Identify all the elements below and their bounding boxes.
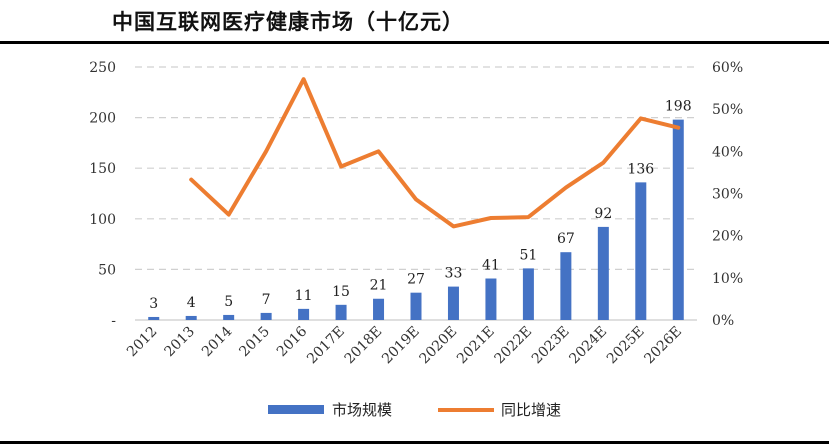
left-tick-label: 50	[98, 262, 116, 278]
data-label: 11	[295, 288, 313, 304]
x-tick-label: 2022E	[491, 324, 535, 368]
bar-series	[148, 119, 684, 321]
data-label: 27	[407, 272, 425, 288]
bar	[373, 298, 385, 320]
data-label: 5	[224, 294, 233, 310]
bar	[447, 286, 459, 320]
data-label: 136	[627, 161, 654, 177]
bottom-rule	[0, 441, 829, 444]
data-label: 33	[445, 266, 463, 282]
left-tick-label: 200	[89, 111, 116, 127]
data-label: 198	[665, 99, 692, 115]
right-tick-label: 50%	[712, 102, 743, 118]
x-tick-label: 2015	[236, 324, 273, 361]
legend-line-label: 同比增速	[501, 401, 561, 419]
chart-title: 中国互联网医疗健康市场（十亿元）	[112, 10, 464, 34]
x-tick-label: 2019E	[379, 324, 423, 368]
legend-bar-swatch	[268, 405, 324, 414]
right-tick-label: 30%	[712, 187, 743, 203]
bar	[597, 226, 609, 320]
bar	[410, 292, 422, 320]
x-tick-label: 2017E	[304, 324, 348, 368]
data-label: 92	[594, 206, 612, 222]
right-tick-label: 0%	[712, 313, 734, 329]
bar	[298, 308, 310, 320]
right-axis: 0% 10% 20% 30% 40% 50% 60%	[712, 60, 743, 329]
x-tick-label: 2024E	[566, 324, 610, 368]
data-label: 41	[482, 258, 500, 274]
x-tick-label: 2021E	[454, 324, 498, 368]
data-label: 3	[149, 296, 158, 312]
bar	[672, 119, 684, 321]
left-tick-label: -	[111, 313, 116, 329]
x-tick-label: 2026E	[641, 324, 685, 368]
data-label: 51	[519, 247, 537, 263]
data-label: 15	[332, 284, 350, 300]
growth-line	[189, 77, 681, 229]
line-series	[189, 77, 681, 229]
bar	[635, 182, 647, 320]
bar	[148, 316, 160, 320]
right-tick-label: 60%	[712, 60, 743, 76]
bar	[485, 278, 497, 320]
x-tick-label: 2020E	[417, 324, 461, 368]
left-tick-label: 100	[89, 212, 116, 228]
right-tick-label: 10%	[712, 271, 743, 287]
data-label: 21	[370, 278, 388, 294]
bar	[223, 314, 235, 320]
legend-bar-label: 市场规模	[332, 401, 392, 419]
bar	[185, 315, 197, 320]
x-tick-label: 2013	[162, 324, 199, 361]
x-tick-label: 2014	[199, 323, 236, 360]
data-label: 4	[187, 295, 196, 311]
top-rule	[0, 41, 829, 44]
bar	[335, 304, 347, 320]
data-labels: 3 4 5 7 11 15 21 27 33 41 51 67 92 136 198	[149, 99, 691, 312]
bar	[522, 268, 534, 320]
legend: 市场规模 同比增速	[268, 401, 561, 419]
x-axis: 2012 2013 2014 2015 20162017E2018E2019E2020E…	[124, 323, 685, 367]
x-tick-label: 2025E	[604, 324, 648, 368]
bar	[260, 312, 272, 320]
data-label: 67	[557, 231, 575, 247]
left-tick-label: 150	[89, 161, 116, 177]
left-tick-label: 250	[89, 60, 116, 76]
left-axis: - 50 100 150 200 250	[89, 60, 116, 329]
right-tick-label: 40%	[712, 144, 743, 160]
bar	[560, 252, 572, 320]
x-tick-label: 2018E	[342, 324, 386, 368]
right-tick-label: 20%	[712, 229, 743, 245]
x-tick-label: 2012	[124, 324, 161, 361]
data-label: 7	[262, 292, 271, 308]
x-tick-label: 2023E	[529, 324, 573, 368]
